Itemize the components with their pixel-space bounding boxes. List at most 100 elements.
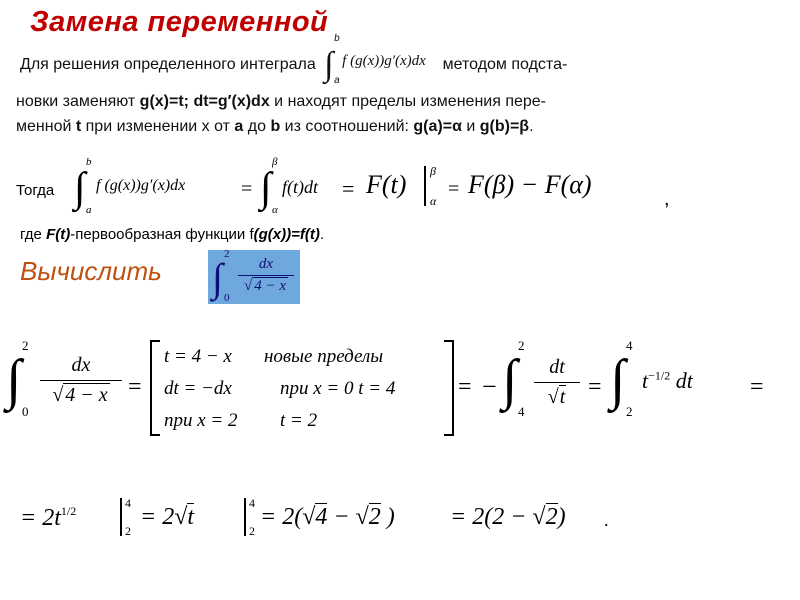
bb-lower: 0 (224, 292, 230, 304)
fraction-bar-icon (534, 382, 580, 383)
ri-lower: 2 (626, 404, 633, 420)
derivation-row: 2 ∫ 0 dx √4 − x = t = 4 − x новые предел… (6, 326, 796, 446)
integral-2: β ∫ α f(t)dt (260, 164, 340, 214)
integral-sign-icon: ∫ (324, 40, 333, 89)
equals-3: = (448, 178, 459, 201)
p2j: из соотношений: (280, 118, 413, 135)
integral-sign-icon: ∫ (6, 348, 21, 412)
inline-integral: b ∫ a f (g(x))g′(x)dx (324, 44, 434, 86)
then-label: Тогда (16, 182, 54, 199)
mi-lower: 4 (518, 404, 525, 420)
where-paragraph: где F(t)-первообразная функции f(g(x))=f… (20, 226, 324, 243)
equals-1: = (241, 178, 252, 201)
p2m: g(b)=β (480, 118, 529, 135)
i1-lower: a (86, 204, 92, 216)
eval-bar-2: 4 2 (244, 498, 246, 536)
f1e: 1/2 (61, 504, 76, 518)
sub-line3a: при x = 2 (164, 410, 238, 432)
rt-exp: −1/2 (648, 369, 670, 383)
final-row: = 2t1/2 4 2 = 2√t 4 2 = 2(√4 − √2 ) = 2(… (20, 494, 780, 554)
p2h: до (243, 118, 270, 135)
li-lower: 0 (22, 404, 29, 420)
final-seg4: = 2(2 − √2) (450, 504, 566, 531)
compute-label: Вычислить (20, 256, 162, 287)
i1-upper: b (86, 156, 92, 168)
p2k: g(a)=α (413, 118, 462, 135)
i2-lower: α (272, 204, 278, 216)
integral-sign-icon: ∫ (610, 348, 625, 412)
slide-title: Замена переменной (30, 6, 328, 39)
eval-upper: β (430, 164, 436, 179)
sub-line3b: t = 2 (280, 410, 317, 432)
equals-c: = (588, 374, 602, 401)
p2d: менной (16, 118, 76, 135)
equals-a: = (128, 374, 142, 401)
lf-den: √4 − x (40, 384, 122, 407)
i1-body: f (g(x))g′(x)dx (96, 177, 185, 195)
p2l: и (462, 118, 480, 135)
bb-fraction: dx √4 − x (236, 256, 296, 295)
then-equation-row: Тогда b ∫ a f (g(x))g′(x)dx = β ∫ α f(t)… (16, 160, 786, 220)
intro-lead: Для решения определенного интеграла (20, 56, 320, 73)
p2n: . (529, 118, 533, 135)
p2f: при изменении x от (81, 118, 234, 135)
integral-sign-icon: ∫ (212, 254, 223, 301)
p3d: (g(x))=f(t) (254, 226, 320, 243)
bb-upper: 2 (224, 248, 230, 260)
eval-bar-1: 4 2 (120, 498, 122, 536)
p2c: и находят пределы изменения пере- (270, 93, 546, 110)
bb-den: √4 − x (236, 278, 296, 295)
fraction-bar-icon (40, 380, 122, 381)
integral-sign-icon: ∫ (74, 164, 86, 212)
final-seg3: = 2(√4 − √2 ) (260, 504, 395, 531)
p2b: g(x)=t; dt=g′(x)dx (140, 93, 270, 110)
p3c: -первообразная функции f (70, 226, 253, 243)
intro-tail: методом подста- (443, 56, 568, 73)
i2-body: f(t)dt (282, 177, 318, 198)
eval-bar: β α (424, 166, 426, 206)
p3e: . (320, 226, 324, 243)
intro-paragraph-line1: Для решения определенного интеграла b ∫ … (20, 44, 780, 86)
mid-fraction: dt √t (534, 356, 580, 409)
b2d: 2 (249, 524, 255, 539)
final-seg1: = 2t1/2 (20, 504, 76, 532)
f1b: = 2t (20, 505, 61, 531)
sub-line1b: новые пределы (264, 346, 383, 368)
mi-upper: 2 (518, 338, 525, 354)
problem-integral-highlight: 2 ∫ 0 dx √4 − x (208, 250, 300, 304)
lf-num: dx (40, 354, 122, 377)
fraction-bar-icon (238, 275, 294, 276)
b1u: 4 (125, 496, 131, 511)
bb-num: dx (236, 256, 296, 273)
b2u: 4 (249, 496, 255, 511)
mf-den: √t (534, 386, 580, 409)
li-upper: 2 (22, 338, 29, 354)
inline-integral-body: f (g(x))g′(x)dx (342, 51, 426, 73)
antiderivative: F(t) (366, 170, 406, 200)
p2i: b (270, 118, 280, 135)
p2g: a (234, 118, 243, 135)
left-fraction: dx √4 − x (40, 354, 122, 407)
comma: , (664, 188, 670, 211)
eval-lower: α (430, 194, 436, 209)
b1d: 2 (125, 524, 131, 539)
equals-b: = (458, 374, 472, 401)
rt-tail: dt (670, 368, 693, 393)
equals-2: = (342, 176, 354, 202)
final-period: . (604, 510, 609, 531)
sub-line2a: dt = −dx (164, 378, 232, 400)
inline-integral-upper: b (334, 32, 340, 47)
p3b: F(t) (46, 226, 70, 243)
sub-line2b: при x = 0 t = 4 (280, 378, 395, 400)
inline-integral-lower: a (334, 74, 340, 89)
sub-line1a: t = 4 − x (164, 346, 232, 368)
rhs: F(β) − F(α) (468, 170, 592, 200)
right-integrand: t−1/2 dt (642, 368, 693, 394)
integral-sign-icon: ∫ (260, 164, 272, 212)
final-seg2: = 2√t (140, 504, 194, 531)
p3a: где (20, 226, 46, 243)
integral-1: b ∫ a f (g(x))g′(x)dx (74, 164, 239, 214)
intro-paragraph-rest: новки заменяют g(x)=t; dt=g′(x)dx и нахо… (16, 90, 786, 140)
mf-num: dt (534, 356, 580, 379)
equals-d: = (750, 374, 764, 401)
